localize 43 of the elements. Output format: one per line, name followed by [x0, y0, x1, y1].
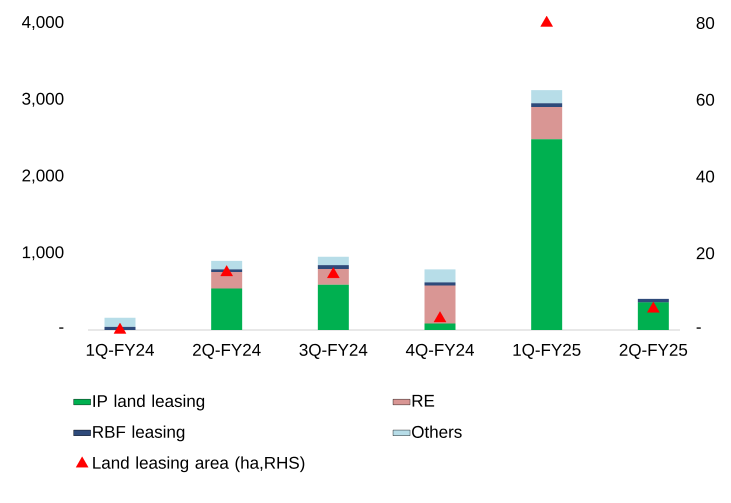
legend-label: IP land leasing — [93, 394, 204, 410]
bar — [531, 139, 562, 330]
legend-label: RBF leasing — [93, 425, 184, 442]
legend-label: RE — [412, 394, 434, 407]
bar — [424, 282, 456, 286]
bar — [211, 260, 242, 270]
x-tick-label: 2Q-FY25 — [620, 344, 688, 359]
bar — [211, 272, 242, 289]
y2-tick-label: 60 — [696, 94, 714, 106]
y2-tick-label: 40 — [696, 170, 714, 183]
y-tick-label: 4,000 — [22, 16, 64, 30]
y-tick-label: - — [59, 327, 64, 329]
x-tick-label: 4Q-FY24 — [406, 344, 474, 359]
bar — [318, 256, 349, 266]
bar — [318, 265, 349, 269]
point — [540, 16, 553, 27]
y-tick-label: 2,000 — [22, 169, 64, 184]
y-tick-label: 1,000 — [22, 246, 64, 260]
bar — [424, 323, 456, 330]
bar — [531, 103, 562, 108]
y2-tick-label: - — [696, 327, 701, 329]
bar — [531, 90, 562, 104]
bar — [104, 318, 136, 327]
bar — [211, 288, 242, 330]
bar — [424, 269, 456, 282]
legend-label: Others — [412, 425, 462, 438]
y-tick-label: 3,000 — [22, 92, 64, 107]
bar — [638, 298, 669, 302]
x-tick-label: 3Q-FY24 — [299, 344, 368, 359]
bar — [531, 107, 562, 140]
legend-label: Land leasing area (ha,RHS) — [93, 456, 304, 472]
point — [434, 311, 446, 322]
point — [114, 322, 126, 334]
bar — [318, 284, 349, 330]
point — [220, 265, 233, 276]
bar — [424, 285, 456, 324]
x-tick-label: 1Q-FY25 — [513, 344, 580, 359]
x-tick-label: 2Q-FY24 — [193, 344, 261, 359]
y2-tick-label: 80 — [696, 16, 714, 30]
point — [647, 302, 660, 313]
bar — [638, 302, 669, 330]
y2-tick-label: 20 — [696, 247, 714, 260]
x-tick-label: 1Q-FY24 — [86, 344, 154, 359]
